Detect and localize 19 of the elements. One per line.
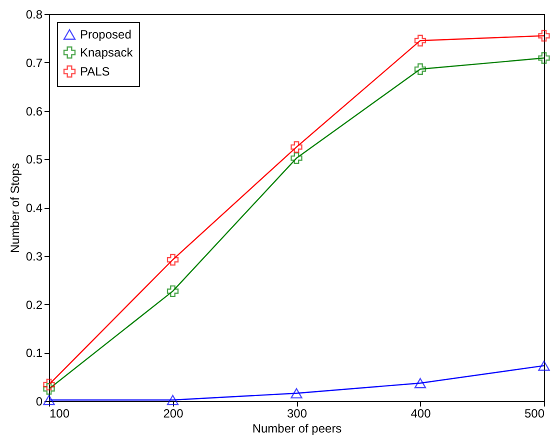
legend-label: PALS [80,64,110,78]
y-tick-label: 0.3 [26,249,43,264]
y-tick-label: 0.4 [26,201,43,215]
y-tick-label: 0 [36,394,43,408]
x-tick-label: 200 [163,406,184,420]
x-axis-title: Number of peers [252,422,342,436]
y-tick-label: 0.7 [26,56,43,70]
x-tick-label: 400 [410,406,432,420]
y-tick-label: 0.2 [26,298,43,312]
y-tick-label: 0.1 [26,346,43,360]
x-tick-label: 100 [50,406,70,420]
y-tick-label: 0.8 [26,8,43,22]
legend-label: Proposed [80,28,132,42]
x-tick-label: 300 [286,406,308,420]
y-axis-title: Number of Stops [8,162,22,254]
y-tick-label: 0.5 [26,152,43,167]
y-tick-label: 0.6 [26,104,43,118]
legend-label: Knapsack [80,46,134,60]
x-tick-label: 500 [524,406,545,420]
